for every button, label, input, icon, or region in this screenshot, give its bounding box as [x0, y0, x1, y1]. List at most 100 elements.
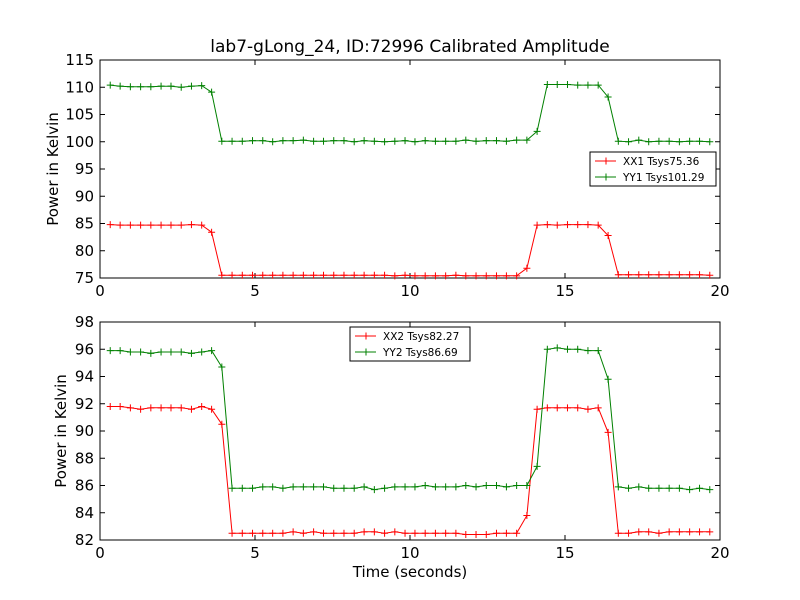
data-point — [208, 347, 216, 355]
data-point — [299, 483, 307, 491]
y-tick-label: 110 — [65, 78, 94, 96]
data-point — [381, 484, 389, 492]
data-point — [452, 529, 460, 537]
data-point — [340, 484, 348, 492]
data-point — [126, 348, 134, 356]
data-point — [553, 221, 561, 229]
data-point — [513, 529, 521, 537]
data-point — [198, 402, 206, 410]
data-point — [187, 349, 195, 357]
legend-box — [349, 326, 471, 362]
data-point — [614, 271, 622, 279]
data-point — [584, 347, 592, 355]
data-point — [238, 484, 246, 492]
data-point — [370, 528, 378, 536]
data-point — [228, 484, 236, 492]
data-point — [543, 404, 551, 412]
data-point — [462, 136, 470, 144]
data-point — [401, 483, 409, 491]
y-tick-label: 86 — [75, 477, 94, 495]
y-tick-label: 82 — [75, 531, 94, 549]
data-point — [350, 484, 358, 492]
y-axis-label: Power in Kelvin — [52, 374, 70, 488]
data-point — [116, 347, 124, 355]
data-point — [686, 486, 694, 494]
data-point — [228, 137, 236, 145]
data-point — [502, 137, 510, 145]
data-point — [706, 138, 714, 146]
data-point — [543, 345, 551, 353]
y-tick-label: 95 — [75, 160, 94, 178]
data-point — [513, 482, 521, 489]
data-point — [604, 93, 612, 101]
data-point — [360, 137, 368, 145]
data-point — [391, 137, 399, 145]
data-point — [472, 272, 480, 280]
x-tick-label: 10 — [400, 544, 419, 562]
data-point — [452, 137, 460, 145]
data-point — [645, 138, 653, 146]
data-point — [218, 271, 226, 279]
data-point — [635, 528, 643, 536]
y-axis-label: Power in Kelvin — [44, 112, 62, 226]
data-point — [147, 404, 155, 412]
chart-bottom: 0 5 10 15 20 82 84 86 88 90 92 94 96 98 Power in Kelvi… — [52, 313, 730, 581]
data-point — [370, 271, 378, 279]
y-tick-label: 115 — [65, 51, 94, 69]
data-point — [269, 483, 277, 491]
data-point — [187, 405, 195, 413]
data-point — [513, 136, 521, 144]
data-point — [553, 344, 561, 352]
data-point — [584, 405, 592, 413]
data-point — [116, 402, 124, 410]
legend-marker — [602, 173, 610, 181]
data-point — [208, 228, 216, 236]
data-point — [492, 529, 500, 537]
data-point — [675, 528, 683, 536]
series-1 — [106, 402, 714, 539]
data-point — [584, 221, 592, 229]
data-point — [360, 528, 368, 536]
data-point — [218, 363, 226, 371]
data-point — [310, 137, 318, 145]
y-tick-label: 88 — [75, 449, 94, 467]
data-point — [563, 221, 571, 229]
series-2 — [106, 344, 714, 494]
data-point — [594, 81, 602, 89]
data-point — [238, 137, 246, 145]
data-point — [533, 221, 541, 229]
data-point — [533, 127, 541, 135]
data-point — [157, 82, 165, 90]
data-point — [431, 272, 439, 280]
data-point — [604, 375, 612, 383]
data-point — [523, 482, 531, 489]
data-point — [442, 529, 450, 537]
data-point — [553, 404, 561, 412]
data-point — [350, 271, 358, 279]
data-point — [259, 271, 267, 279]
y-tick-label: 105 — [65, 106, 94, 124]
data-point — [391, 272, 399, 280]
data-point — [686, 137, 694, 145]
data-point — [513, 272, 521, 280]
data-point — [675, 484, 683, 492]
series-line — [110, 84, 710, 143]
y-tick-label: 84 — [75, 504, 94, 522]
data-point — [177, 348, 185, 356]
data-point — [177, 221, 185, 229]
data-point — [492, 482, 500, 489]
data-point — [472, 531, 480, 539]
data-point — [431, 137, 439, 145]
data-point — [370, 486, 378, 494]
data-point — [665, 528, 673, 536]
data-point — [218, 137, 226, 145]
y-tick-label: 90 — [75, 187, 94, 205]
data-point — [645, 484, 653, 492]
data-point — [198, 348, 206, 356]
data-point — [157, 348, 165, 356]
data-point — [259, 483, 267, 491]
data-point — [289, 528, 297, 536]
data-point — [208, 88, 216, 96]
data-point — [310, 271, 318, 279]
